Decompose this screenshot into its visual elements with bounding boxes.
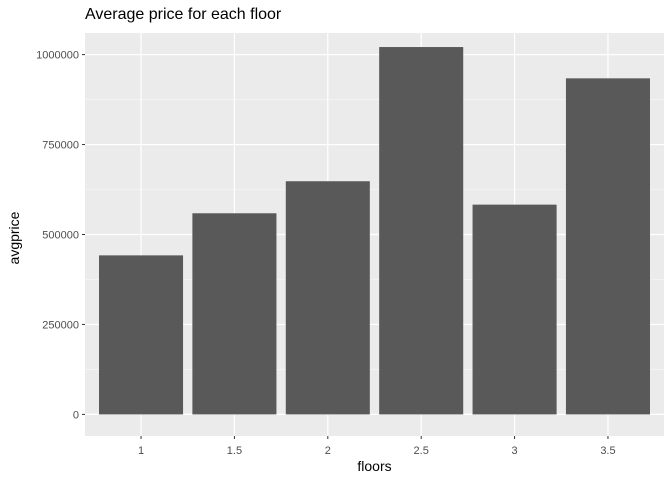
y-tick-label: 500000 xyxy=(42,230,79,242)
bar-2 xyxy=(285,181,370,415)
chart-title: Average price for each floor xyxy=(85,6,282,23)
x-tick-label: 3.5 xyxy=(600,445,615,457)
bar-1.5 xyxy=(192,213,277,415)
y-tick-label: 1000000 xyxy=(36,50,79,62)
y-tick-label: 750000 xyxy=(42,140,79,152)
y-tick-label: 250000 xyxy=(42,319,79,331)
bar-1 xyxy=(99,255,184,415)
x-tick-label: 3 xyxy=(512,445,518,457)
x-tick-label: 2.5 xyxy=(414,445,429,457)
bar-3 xyxy=(472,204,557,415)
bar-2.5 xyxy=(379,47,464,415)
x-tick-label: 1.5 xyxy=(227,445,242,457)
x-tick-label: 1 xyxy=(138,445,144,457)
x-axis-title: floors xyxy=(357,458,392,474)
y-tick-label: 0 xyxy=(73,409,79,421)
x-tick-label: 2 xyxy=(325,445,331,457)
bar-3.5 xyxy=(565,78,650,415)
